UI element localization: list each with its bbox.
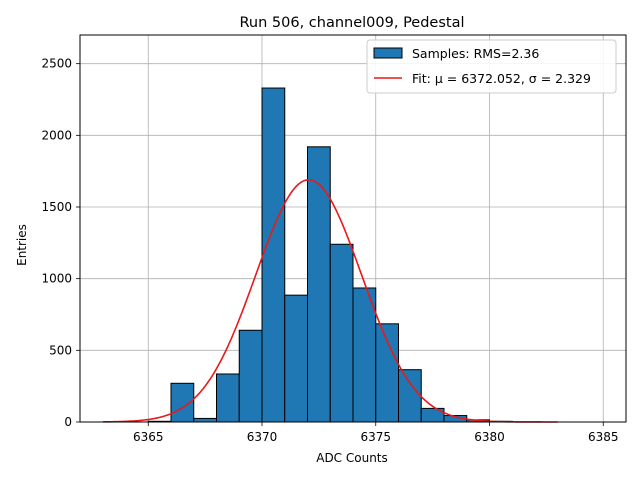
fit-curve [102, 178, 558, 423]
legend-box [366, 39, 617, 94]
x-tick-label: 6370 [247, 430, 278, 444]
histogram-bar [307, 146, 331, 423]
x-tick-label: 6375 [360, 430, 391, 444]
histogram-bar [193, 417, 217, 423]
y-tick-label: 2000 [41, 128, 72, 142]
histogram-bar [216, 373, 240, 423]
y-tick-label: 1000 [41, 272, 72, 286]
histogram-bar [398, 369, 422, 423]
plot-frame [79, 34, 627, 423]
y-tick-label: 1500 [41, 200, 72, 214]
histogram-bar [375, 323, 399, 423]
histogram-bar [238, 329, 263, 423]
y-tick-label: 2500 [41, 57, 72, 71]
y-axis-label: Entries [15, 224, 29, 266]
fit-curve-group [102, 178, 558, 423]
y-axis-ticks: 0 500 1000 1500 2000 2500 [41, 57, 80, 429]
legend-samples-swatch [373, 47, 403, 59]
y-tick-label: 0 [64, 415, 72, 429]
x-axis-ticks: 6365 6370 6375 6380 6385 [133, 422, 619, 444]
histogram-bar [352, 287, 377, 423]
histogram-bar [329, 243, 354, 423]
legend: Samples: RMS=2.36 Fit: μ = 6372.052, σ =… [366, 39, 617, 94]
x-tick-label: 6380 [474, 430, 505, 444]
x-axis-label: ADC Counts [316, 451, 388, 465]
histogram-bars [147, 87, 513, 423]
x-tick-label: 6365 [133, 430, 164, 444]
x-tick-label: 6385 [588, 430, 619, 444]
legend-samples-label: Samples: RMS=2.36 [412, 46, 539, 61]
y-tick-label: 500 [49, 343, 72, 357]
chart-title: Run 506, channel009, Pedestal [239, 15, 464, 31]
histogram-bar [284, 294, 308, 423]
histogram-bar [261, 87, 286, 423]
legend-fit-label: Fit: μ = 6372.052, σ = 2.329 [412, 71, 591, 86]
